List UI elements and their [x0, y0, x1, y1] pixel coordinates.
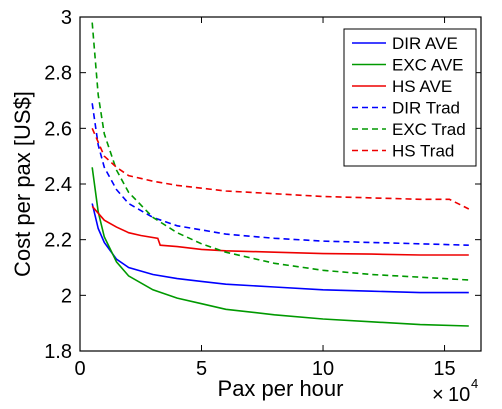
y-tick-label: 2: [61, 285, 72, 307]
series-line-4: [91, 103, 469, 246]
legend-entry: DIR Trad: [392, 99, 460, 118]
legend-entry: DIR AVE: [392, 34, 458, 53]
y-tick-label: 2.8: [44, 63, 72, 85]
series-line-3: [91, 205, 469, 256]
series-line-1: [91, 203, 469, 294]
plot-lines: [91, 22, 470, 327]
y-tick-label: 1.8: [44, 341, 72, 363]
legend-entry: HS AVE: [392, 77, 452, 96]
x-multiplier-base: 10: [448, 384, 470, 406]
y-tick-label: 2.2: [44, 230, 72, 252]
axis-ticks: 0 5 10 15 1.8 2 2.2 2.4 2.6 2.8 3: [44, 7, 481, 380]
series-line-2: [91, 167, 469, 327]
x-multiplier-exponent: 4: [471, 376, 478, 391]
legend-box: [343, 28, 477, 167]
y-tick-label: 2.4: [44, 174, 72, 196]
legend-entry: HS Trad: [392, 142, 454, 161]
x-multiplier-times: ×: [432, 384, 444, 406]
x-tick-label: 10: [312, 358, 334, 380]
y-tick-label: 2.6: [44, 118, 72, 140]
x-tick-label: 5: [196, 358, 207, 380]
legend-entry: EXC Trad: [392, 120, 466, 139]
y-tick-label: 3: [61, 7, 72, 29]
x-tick-label: 0: [74, 358, 85, 380]
legend: DIR AVE EXC AVE HS AVE DIR Trad EXC Trad HS T…: [343, 28, 477, 167]
x-axis-label: Pax per hour: [218, 376, 344, 401]
x-axis-multiplier: × 10 4: [432, 376, 478, 406]
legend-entry: EXC AVE: [392, 56, 464, 75]
x-tick-label: 15: [433, 358, 455, 380]
y-axis-label: Cost per pax [US$]: [10, 91, 35, 277]
series-line-5: [91, 22, 469, 281]
